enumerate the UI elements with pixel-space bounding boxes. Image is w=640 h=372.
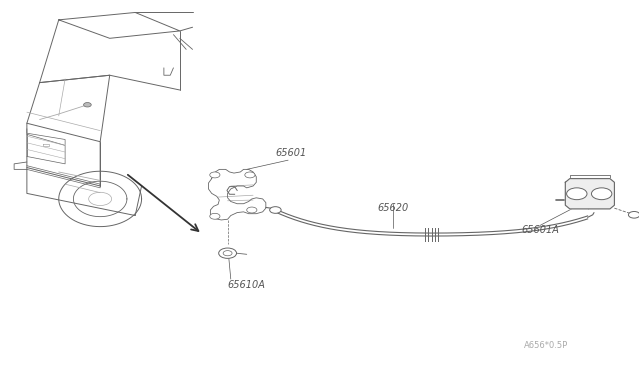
Circle shape [210, 213, 220, 219]
Circle shape [246, 207, 257, 213]
Circle shape [84, 103, 92, 107]
Text: 65601A: 65601A [521, 225, 559, 235]
Polygon shape [565, 179, 614, 209]
Text: 65601: 65601 [276, 148, 307, 158]
Circle shape [269, 207, 281, 213]
Text: 65620: 65620 [378, 203, 409, 213]
Circle shape [566, 188, 587, 200]
Text: A656*0.5P: A656*0.5P [524, 341, 568, 350]
Circle shape [245, 172, 255, 178]
Text: 65610A: 65610A [228, 280, 266, 290]
Circle shape [591, 188, 612, 200]
Circle shape [219, 248, 237, 259]
Circle shape [210, 172, 220, 178]
Circle shape [628, 211, 640, 218]
